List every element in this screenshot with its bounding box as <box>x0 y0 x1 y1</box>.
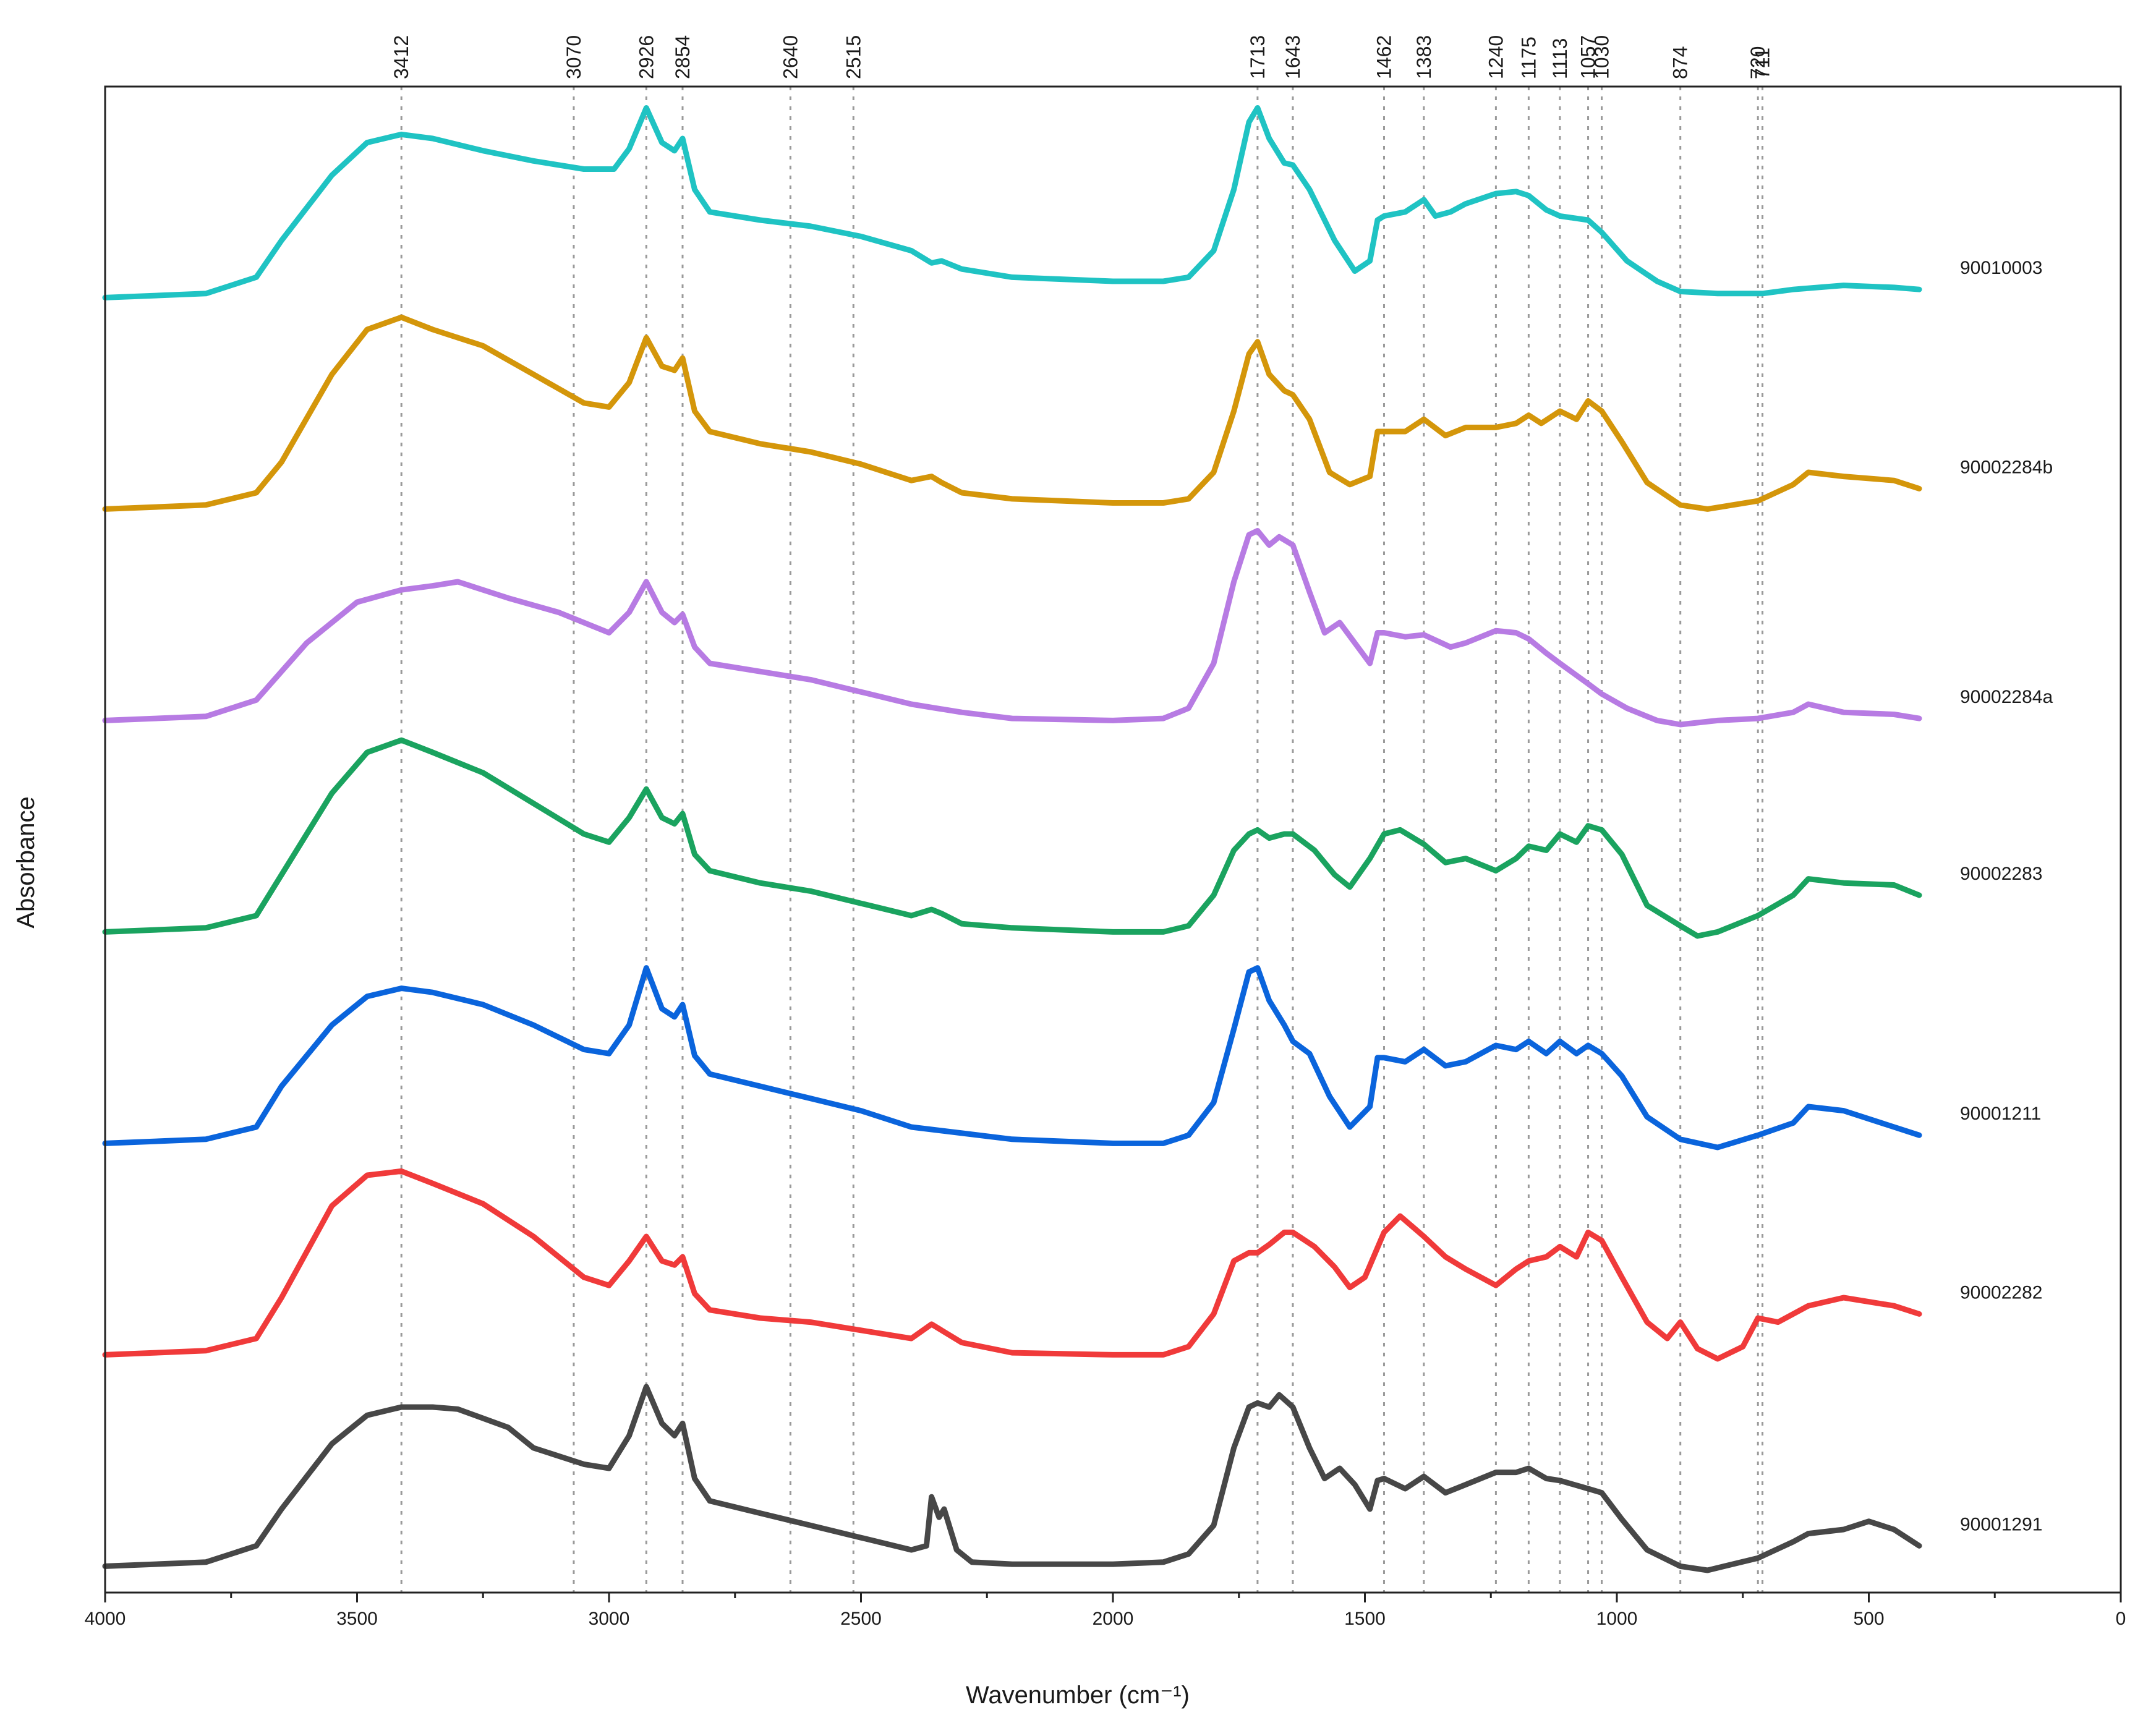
peak-label-1383: 1383 <box>1413 35 1435 79</box>
x-tick-label-3500: 3500 <box>336 1609 378 1629</box>
peak-label-2515: 2515 <box>842 35 864 79</box>
series-label-90002282: 90002282 <box>1960 1282 2042 1303</box>
series-line-90002283 <box>102 737 1922 939</box>
peak-label-3412: 3412 <box>390 35 412 79</box>
x-tick-label-1500: 1500 <box>1344 1609 1386 1629</box>
x-tick-label-3000: 3000 <box>589 1609 630 1629</box>
x-axis-tick-labels: 4000 3500 3000 2500 2000 1500 1000 500 0 <box>85 1609 2126 1629</box>
series-labels: 90010003 90002284b 90002284a 90002283 900012… <box>1960 258 2053 1534</box>
peak-label-3070: 3070 <box>563 35 585 79</box>
series-line-90010003 <box>102 105 1922 300</box>
series-line-90001291 <box>102 1384 1922 1573</box>
series-label-90002284a: 90002284a <box>1960 687 2053 707</box>
series-line-90002284a <box>102 528 1922 728</box>
series-label-90002283: 90002283 <box>1960 864 2042 884</box>
peak-label-874: 874 <box>1669 46 1692 79</box>
x-axis-ticks <box>104 1593 2122 1602</box>
peak-label-711: 711 <box>1752 48 1774 79</box>
x-tick-label-2500: 2500 <box>840 1609 882 1629</box>
y-axis-title: Absorbance <box>12 796 40 928</box>
peak-marker-labels: 3412 3070 2926 2854 2640 2515 1713 1643 1462 1383… <box>390 35 1773 79</box>
series-label-90010003: 90010003 <box>1960 258 2042 278</box>
peak-label-2640: 2640 <box>779 35 801 79</box>
peak-label-1643: 1643 <box>1282 35 1304 79</box>
peak-label-2926: 2926 <box>635 35 657 79</box>
x-tick-label-500: 500 <box>1853 1609 1884 1629</box>
series-line-90002282 <box>102 1168 1922 1362</box>
series-line-90001211 <box>102 965 1922 1151</box>
series-label-90001291: 90001291 <box>1960 1514 2042 1534</box>
x-axis-title: Wavenumber (cm⁻¹) <box>966 1682 1190 1709</box>
peak-marker-lines <box>400 87 1764 1593</box>
x-tick-label-4000: 4000 <box>85 1609 126 1629</box>
x-tick-label-2000: 2000 <box>1093 1609 1134 1629</box>
series-line-90002284b <box>102 314 1922 512</box>
x-tick-label-1000: 1000 <box>1596 1609 1638 1629</box>
peak-label-1240: 1240 <box>1485 35 1507 79</box>
peak-label-1713: 1713 <box>1246 35 1269 79</box>
x-tick-label-0: 0 <box>2116 1609 2126 1629</box>
peak-label-1462: 1462 <box>1373 35 1395 79</box>
series-label-90001211: 90001211 <box>1960 1104 2041 1124</box>
peak-label-1175: 1175 <box>1517 36 1540 79</box>
series-group <box>102 105 1922 1573</box>
peak-label-1057: 1057 <box>1577 35 1600 79</box>
peak-label-720: 720 <box>1747 46 1769 79</box>
peak-label-1113: 1113 <box>1549 38 1571 79</box>
peak-label-1030: 1030 <box>1591 35 1613 79</box>
series-label-90002284b: 90002284b <box>1960 457 2053 477</box>
peak-label-2854: 2854 <box>671 35 694 79</box>
